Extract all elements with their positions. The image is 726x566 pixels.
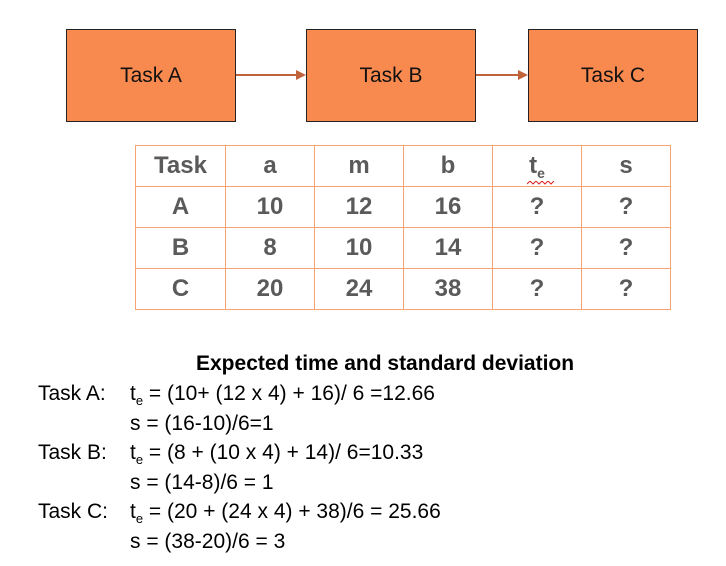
task-a-box: Task A xyxy=(66,29,236,122)
calc-label: Task A: xyxy=(38,382,106,405)
header-s: s xyxy=(581,145,671,187)
table-row: C 20 24 38 ? ? xyxy=(135,268,671,310)
cell-b: 14 xyxy=(403,227,493,269)
table-header-row: Task a m b te s xyxy=(135,145,671,187)
cell-te: ? xyxy=(492,268,582,310)
cell-a: 8 xyxy=(225,227,315,269)
section-heading: Expected time and standard deviation xyxy=(196,352,575,375)
header-te: te xyxy=(492,145,582,187)
te-expression: = (8 + (10 x 4) + 14)/ 6=10.33 xyxy=(143,441,424,464)
s-expression-task-c: s = (38-20)/6 = 3 xyxy=(130,530,286,553)
header-task: Task xyxy=(135,145,226,187)
cell-task: A xyxy=(135,186,226,228)
cell-m: 10 xyxy=(314,227,404,269)
calc-label: Task C: xyxy=(38,500,109,523)
header-a: a xyxy=(225,145,315,187)
s-expression-task-b: s = (14-8)/6 = 1 xyxy=(130,471,274,494)
cell-m: 12 xyxy=(314,186,404,228)
cell-m: 24 xyxy=(314,268,404,310)
te-subscript: e xyxy=(135,393,144,409)
cell-task: C xyxy=(135,268,226,310)
arrowhead-a-to-b xyxy=(296,70,306,80)
cell-s: ? xyxy=(581,227,671,269)
header-te-sub: e xyxy=(537,164,545,181)
s-expression-task-a: s = (16-10)/6=1 xyxy=(130,412,274,435)
header-m: m xyxy=(314,145,404,187)
cell-s: ? xyxy=(581,186,671,228)
cell-a: 20 xyxy=(225,268,315,310)
cell-a: 10 xyxy=(225,186,315,228)
calc-line-task-c: Task C: te = (20 + (24 x 4) + 38)/6 = 25.… xyxy=(38,500,441,526)
te-subscript: e xyxy=(135,511,144,527)
table-row: B 8 10 14 ? ? xyxy=(135,227,671,269)
arrowhead-b-to-c xyxy=(518,70,528,80)
cell-task: B xyxy=(135,227,226,269)
calc-line-task-a: Task A: te = (10+ (12 x 4) + 16)/ 6 =12.6… xyxy=(38,382,435,408)
calc-line-task-b: Task B: te = (8 + (10 x 4) + 14)/ 6=10.33 xyxy=(38,441,423,467)
te-symbol: t xyxy=(130,382,136,405)
cell-b: 16 xyxy=(403,186,493,228)
estimates-table: Task a m b te s A 10 12 16 ? ? B 8 10 14… xyxy=(135,145,671,310)
te-symbol: t xyxy=(130,500,136,523)
task-c-box: Task C xyxy=(528,29,698,122)
table-row: A 10 12 16 ? ? xyxy=(135,186,671,228)
cell-s: ? xyxy=(581,268,671,310)
te-subscript: e xyxy=(135,452,144,468)
cell-b: 38 xyxy=(403,268,493,310)
te-expression: = (20 + (24 x 4) + 38)/6 = 25.66 xyxy=(143,500,441,523)
header-b: b xyxy=(403,145,493,187)
cell-te: ? xyxy=(492,186,582,228)
te-expression: = (10+ (12 x 4) + 16)/ 6 =12.66 xyxy=(143,382,435,405)
task-b-box: Task B xyxy=(306,29,476,122)
spellcheck-squiggle xyxy=(527,180,555,185)
header-te-t: t xyxy=(529,151,538,179)
calc-label: Task B: xyxy=(38,441,107,464)
cell-te: ? xyxy=(492,227,582,269)
te-symbol: t xyxy=(130,441,136,464)
